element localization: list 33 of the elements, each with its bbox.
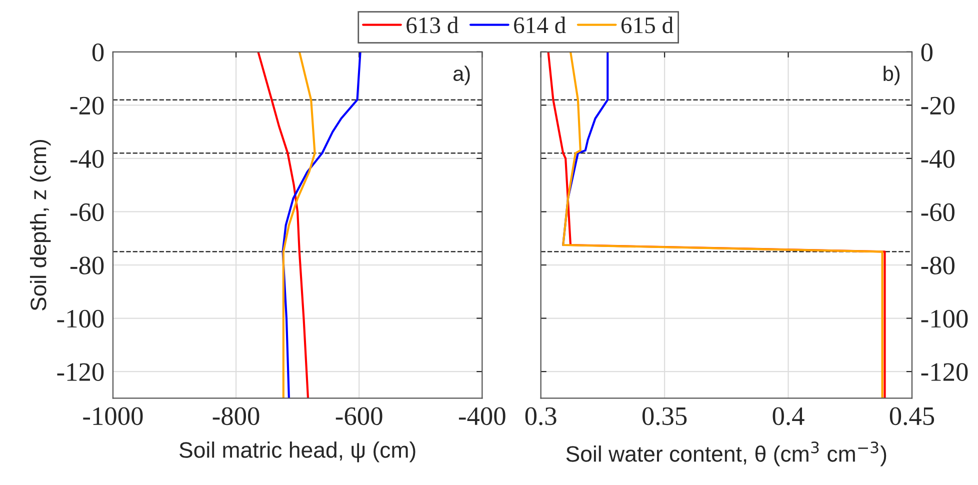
x-tick-label: -1000 [83, 407, 143, 426]
y-axis-title: Soil depth, z (cm) [30, 140, 51, 310]
line-series [257, 52, 310, 398]
y-tick-label: -40 [921, 150, 954, 168]
x-tick-label: 0.35 [642, 407, 687, 426]
legend-label: 613 d [406, 16, 458, 34]
y-tick-label: 0 [921, 44, 933, 62]
y-tick-label: -100 [921, 310, 968, 328]
y-tick-label: -120 [921, 363, 968, 381]
x-tick-label: 0.3 [525, 407, 556, 426]
y-tick-label: -120 [57, 363, 104, 381]
line-series [282, 52, 362, 398]
y-tick-label: -80 [921, 256, 954, 274]
y-tick-label: -40 [70, 150, 104, 168]
x-tick-label: 0.4 [772, 407, 804, 426]
y-tick-label: -20 [70, 96, 104, 115]
x-tick-label: -600 [336, 407, 382, 426]
x-axis-title: Soil water content, θ (cm$^{3}$ cm$^{−3}$) [566, 442, 886, 466]
legend-label: 615 d [621, 16, 674, 34]
y-tick-label: -80 [70, 256, 104, 274]
y-tick-label: -20 [921, 96, 954, 115]
annotation: a) [453, 66, 470, 86]
y-tick-label: -60 [921, 203, 954, 222]
y-tick-label: 0 [92, 44, 104, 62]
line-series [282, 52, 316, 398]
x-tick-label: -400 [458, 407, 506, 426]
x-tick-label: -800 [212, 407, 260, 426]
y-tick-label: -60 [70, 203, 104, 222]
x-tick-label: 0.45 [890, 407, 934, 426]
legend-label: 614 d [514, 16, 566, 34]
x-axis-title: Soil matric head, ψ (cm) [180, 442, 416, 462]
annotation: b) [884, 66, 900, 86]
y-tick-label: -100 [57, 310, 104, 328]
